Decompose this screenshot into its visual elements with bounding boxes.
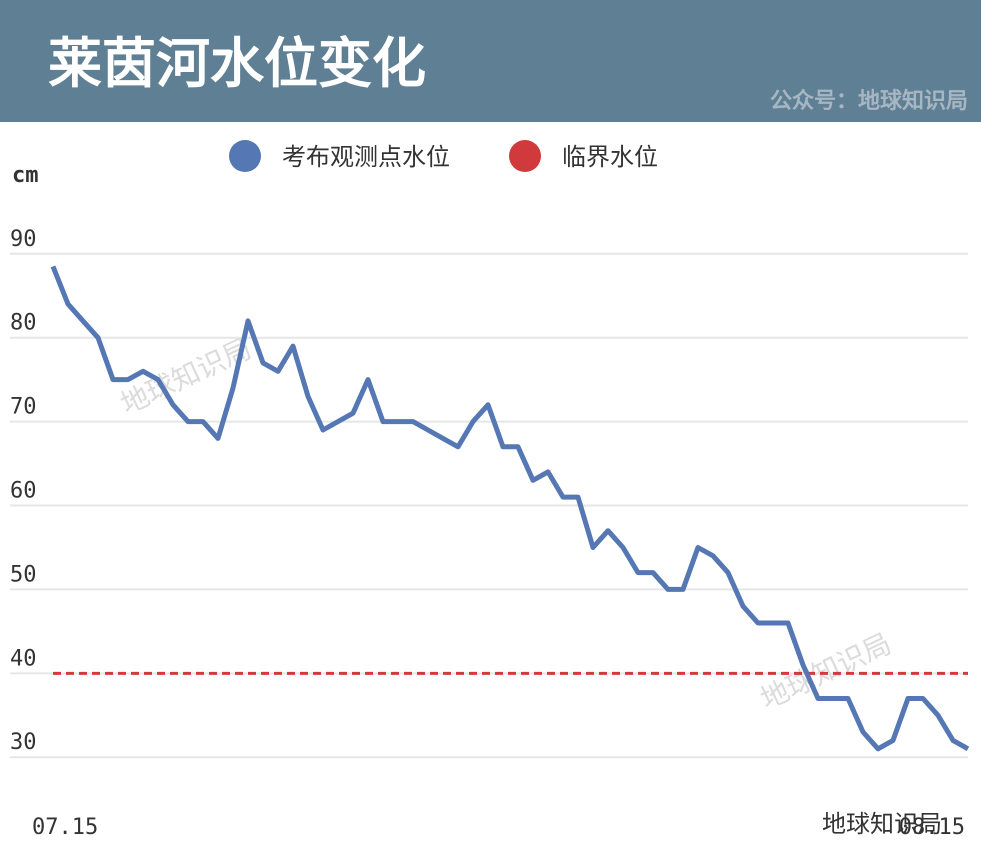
watermark: 地球知识局 [756, 627, 897, 716]
y-tick-label: 90 [10, 227, 37, 252]
x-tick-label: 07.15 [32, 815, 98, 840]
legend-label: 临界水位 [562, 143, 658, 171]
y-unit: cm [12, 163, 39, 188]
x-tick-label: 08.15 [899, 815, 965, 840]
legend-marker [509, 140, 541, 172]
y-tick-label: 70 [10, 395, 37, 420]
data-line [50, 265, 970, 752]
y-tick-label: 30 [10, 730, 37, 755]
legend-marker [229, 140, 261, 172]
y-tick-label: 60 [10, 479, 37, 504]
watermark: 地球知识局 [822, 810, 942, 838]
y-tick-label: 40 [10, 646, 37, 671]
y-tick-label: 80 [10, 311, 37, 336]
chart-title: 莱茵河水位变化 [48, 32, 426, 95]
legend-label: 考布观测点水位 [282, 143, 450, 171]
header [0, 0, 981, 122]
y-tick-label: 50 [10, 562, 37, 587]
source: 公众号：地球知识局 [770, 88, 968, 114]
